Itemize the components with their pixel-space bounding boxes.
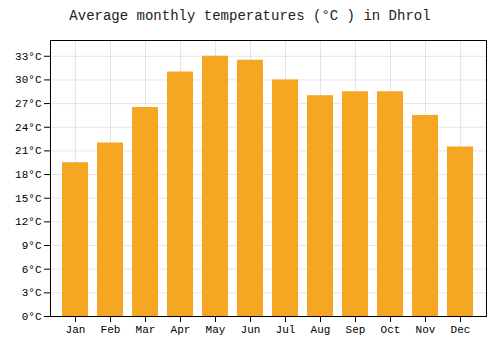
svg-text:21°C: 21°C [15,145,42,157]
svg-text:9°C: 9°C [22,240,42,252]
svg-text:Jun: Jun [241,324,261,336]
svg-text:27°C: 27°C [15,98,42,110]
svg-text:Apr: Apr [171,324,191,336]
svg-text:15°C: 15°C [15,193,42,205]
svg-text:6°C: 6°C [22,264,42,276]
svg-text:33°C: 33°C [15,51,42,63]
html-text:Average monthly temperatures (: Average monthly temperatures (°C ) in Dh… [69,8,431,24]
svg-text:Oct: Oct [381,324,401,336]
svg-text:Dec: Dec [451,324,471,336]
svg-text:Mar: Mar [136,324,156,336]
svg-text:Feb: Feb [101,324,121,336]
svg-text:Sep: Sep [346,324,366,336]
svg-text:24°C: 24°C [15,122,42,134]
svg-text:Aug: Aug [311,324,331,336]
svg-text:18°C: 18°C [15,169,42,181]
svg-text:Jul: Jul [276,324,296,336]
svg-text:30°C: 30°C [15,74,42,86]
svg-text:0°C: 0°C [22,311,42,323]
svg-text:Jan: Jan [66,324,86,336]
svg-text:12°C: 12°C [15,216,42,228]
svg-text:Nov: Nov [416,324,436,336]
svg-text:3°C: 3°C [22,287,42,299]
svg-text:May: May [206,324,226,336]
